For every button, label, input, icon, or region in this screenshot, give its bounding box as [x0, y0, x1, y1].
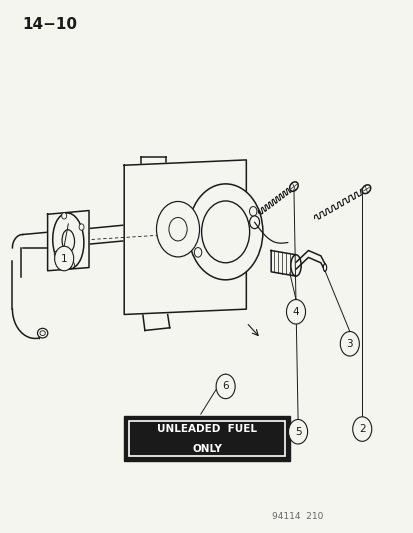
Bar — [129, 421, 284, 456]
Circle shape — [286, 300, 305, 324]
Ellipse shape — [40, 330, 45, 336]
Polygon shape — [124, 160, 246, 314]
Circle shape — [188, 184, 262, 280]
Circle shape — [201, 201, 249, 263]
Ellipse shape — [62, 230, 74, 252]
Circle shape — [194, 247, 201, 257]
Polygon shape — [271, 251, 295, 276]
Text: UNLEADED  FUEL: UNLEADED FUEL — [157, 424, 256, 434]
Ellipse shape — [37, 328, 47, 338]
Ellipse shape — [52, 213, 84, 269]
Text: 1: 1 — [61, 254, 67, 263]
Text: 94114  210: 94114 210 — [272, 512, 323, 521]
Circle shape — [79, 224, 84, 230]
Text: 3: 3 — [346, 339, 352, 349]
Circle shape — [339, 332, 358, 356]
Circle shape — [55, 246, 74, 271]
Polygon shape — [47, 211, 89, 271]
Ellipse shape — [323, 264, 326, 271]
Text: 4: 4 — [292, 307, 299, 317]
Circle shape — [156, 201, 199, 257]
Ellipse shape — [289, 182, 297, 191]
Text: ONLY: ONLY — [192, 445, 221, 454]
Circle shape — [249, 207, 256, 216]
Circle shape — [352, 417, 371, 441]
Circle shape — [249, 216, 259, 229]
Circle shape — [169, 217, 187, 241]
Circle shape — [69, 262, 74, 268]
Circle shape — [54, 251, 59, 257]
Text: 5: 5 — [294, 427, 301, 437]
Ellipse shape — [290, 255, 300, 276]
Text: 6: 6 — [222, 382, 228, 391]
Circle shape — [62, 213, 66, 219]
Text: 2: 2 — [358, 424, 365, 434]
Circle shape — [216, 374, 235, 399]
Text: 14−10: 14−10 — [23, 17, 78, 32]
Bar — [124, 416, 289, 461]
Ellipse shape — [361, 185, 370, 193]
Circle shape — [288, 419, 307, 444]
